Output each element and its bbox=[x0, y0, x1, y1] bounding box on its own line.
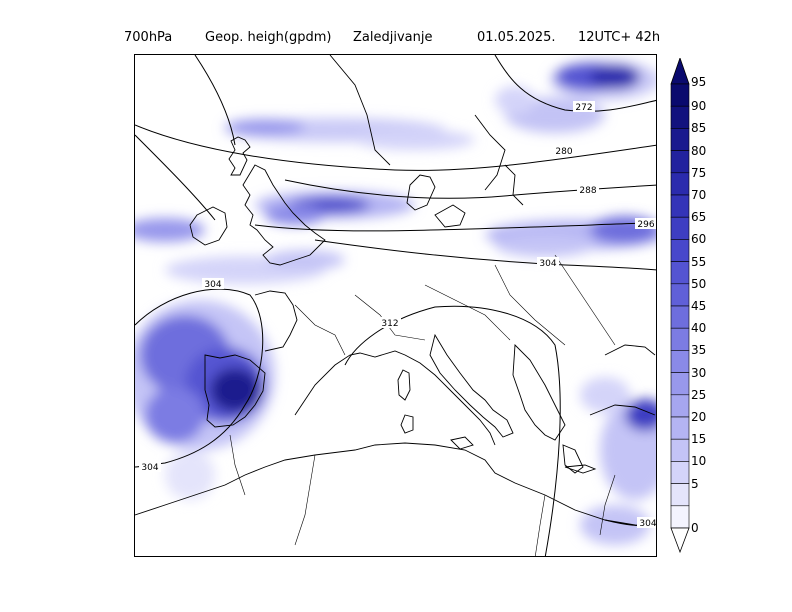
colorbar-swatch bbox=[670, 350, 690, 373]
colorbar-level-label: 35 bbox=[691, 343, 707, 358]
colorbar-swatch bbox=[670, 105, 690, 129]
colorbar-min-arrow bbox=[670, 527, 690, 554]
contour-label-312: 312 bbox=[379, 317, 401, 329]
colorbar-max-arrow bbox=[670, 58, 690, 85]
colorbar-swatch bbox=[670, 305, 690, 329]
icing-shading bbox=[135, 60, 656, 545]
title-time: 12UTC+ 42h bbox=[578, 30, 661, 45]
contour-label-304-d: 304 bbox=[637, 517, 656, 529]
contour-scandi bbox=[194, 55, 236, 146]
colorbar-swatch bbox=[670, 394, 690, 418]
contour-label-272-text: 272 bbox=[575, 103, 592, 113]
colorbar-scale bbox=[670, 58, 690, 554]
contour-label-312-text: 312 bbox=[381, 319, 398, 329]
colorbar-swatch bbox=[670, 327, 690, 351]
colorbar-swatch bbox=[670, 283, 690, 307]
contour-label-288-text: 288 bbox=[579, 186, 596, 196]
map-frame: 272 280 288 296 304 312 304 304 304 bbox=[134, 54, 657, 557]
colorbar-level-label: 60 bbox=[691, 232, 707, 247]
colorbar-legend: 95 90 85 80 75 70 65 60 55 50 45 40 35 30 25 20 15 10 5 0 bbox=[670, 58, 790, 558]
contour-label-280-text: 280 bbox=[555, 147, 572, 157]
contour-nw bbox=[135, 134, 216, 221]
contour-312 bbox=[344, 305, 561, 556]
colorbar-level-label: 95 bbox=[691, 75, 707, 89]
contour-label-296: 296 bbox=[635, 218, 656, 230]
colorbar-swatch bbox=[670, 372, 690, 396]
contour-label-304-c: 304 bbox=[139, 461, 161, 473]
title-date: 01.05.2025. bbox=[477, 30, 556, 45]
colorbar-swatch bbox=[670, 216, 690, 240]
contour-304-north bbox=[314, 239, 656, 271]
contour-label-304-d-text: 304 bbox=[639, 519, 656, 529]
colorbar-swatch bbox=[670, 150, 690, 174]
colorbar-level-label: 85 bbox=[691, 121, 707, 136]
geopotential-contours bbox=[135, 55, 656, 556]
title-variable: Geop. heigh(gpdm) bbox=[205, 30, 332, 45]
contour-label-280: 280 bbox=[553, 145, 575, 157]
colorbar-swatch bbox=[670, 83, 690, 107]
contour-label-304-c-text: 304 bbox=[141, 463, 158, 473]
colorbar-level-label: 75 bbox=[691, 165, 707, 180]
contour-304-west bbox=[135, 288, 264, 468]
colorbar-swatch bbox=[670, 416, 690, 440]
title-level: 700hPa bbox=[124, 30, 173, 45]
colorbar-level-label: 40 bbox=[691, 321, 707, 336]
contour-label-288: 288 bbox=[577, 184, 599, 196]
colorbar-level-label: 30 bbox=[691, 365, 707, 380]
colorbar-level-label: 15 bbox=[691, 432, 707, 447]
colorbar-level-label: 50 bbox=[691, 276, 707, 291]
contour-288 bbox=[284, 179, 656, 199]
contour-label-304-b-text: 304 bbox=[204, 280, 221, 290]
colorbar-swatch bbox=[670, 172, 690, 196]
colorbar-swatch bbox=[670, 438, 690, 462]
colorbar-level-label: 55 bbox=[691, 254, 707, 269]
colorbar-level-label: 45 bbox=[691, 299, 707, 313]
contour-296 bbox=[254, 222, 656, 232]
colorbar-swatch bbox=[670, 194, 690, 218]
colorbar-swatch bbox=[670, 128, 690, 151]
contour-label-304-b: 304 bbox=[202, 278, 224, 290]
colorbar-level-label: 20 bbox=[691, 410, 707, 424]
contour-280 bbox=[135, 124, 656, 171]
colorbar-level-label: 10 bbox=[691, 454, 707, 469]
colorbar-level-label: 0 bbox=[691, 521, 699, 535]
map-title: 700hPa Geop. heigh(gpdm) Zaledjivanje 01… bbox=[0, 30, 792, 50]
title-field: Zaledjivanje bbox=[353, 30, 433, 45]
contour-label-304-a-text: 304 bbox=[539, 259, 556, 269]
colorbar-level-label: 65 bbox=[691, 210, 707, 225]
contour-labels: 272 280 288 296 304 312 304 304 304 bbox=[139, 101, 656, 529]
map-canvas: 272 280 288 296 304 312 304 304 304 bbox=[135, 55, 656, 556]
colorbar-swatch bbox=[670, 505, 690, 529]
coastlines bbox=[135, 55, 656, 528]
colorbar-level-label: 70 bbox=[691, 188, 707, 202]
colorbar-swatch bbox=[670, 461, 690, 484]
borders bbox=[229, 254, 616, 556]
contour-272 bbox=[494, 55, 656, 112]
contour-label-272: 272 bbox=[573, 101, 595, 113]
contour-label-296-text: 296 bbox=[637, 220, 654, 230]
colorbar-level-label: 5 bbox=[691, 476, 699, 491]
colorbar-swatch bbox=[670, 261, 690, 285]
colorbar-swatch bbox=[670, 483, 690, 507]
colorbar-swatch bbox=[670, 239, 690, 262]
colorbar-level-label: 80 bbox=[691, 143, 707, 158]
contour-label-304-a: 304 bbox=[537, 257, 559, 269]
colorbar-level-label: 90 bbox=[691, 99, 707, 114]
colorbar-level-label: 25 bbox=[691, 387, 707, 402]
